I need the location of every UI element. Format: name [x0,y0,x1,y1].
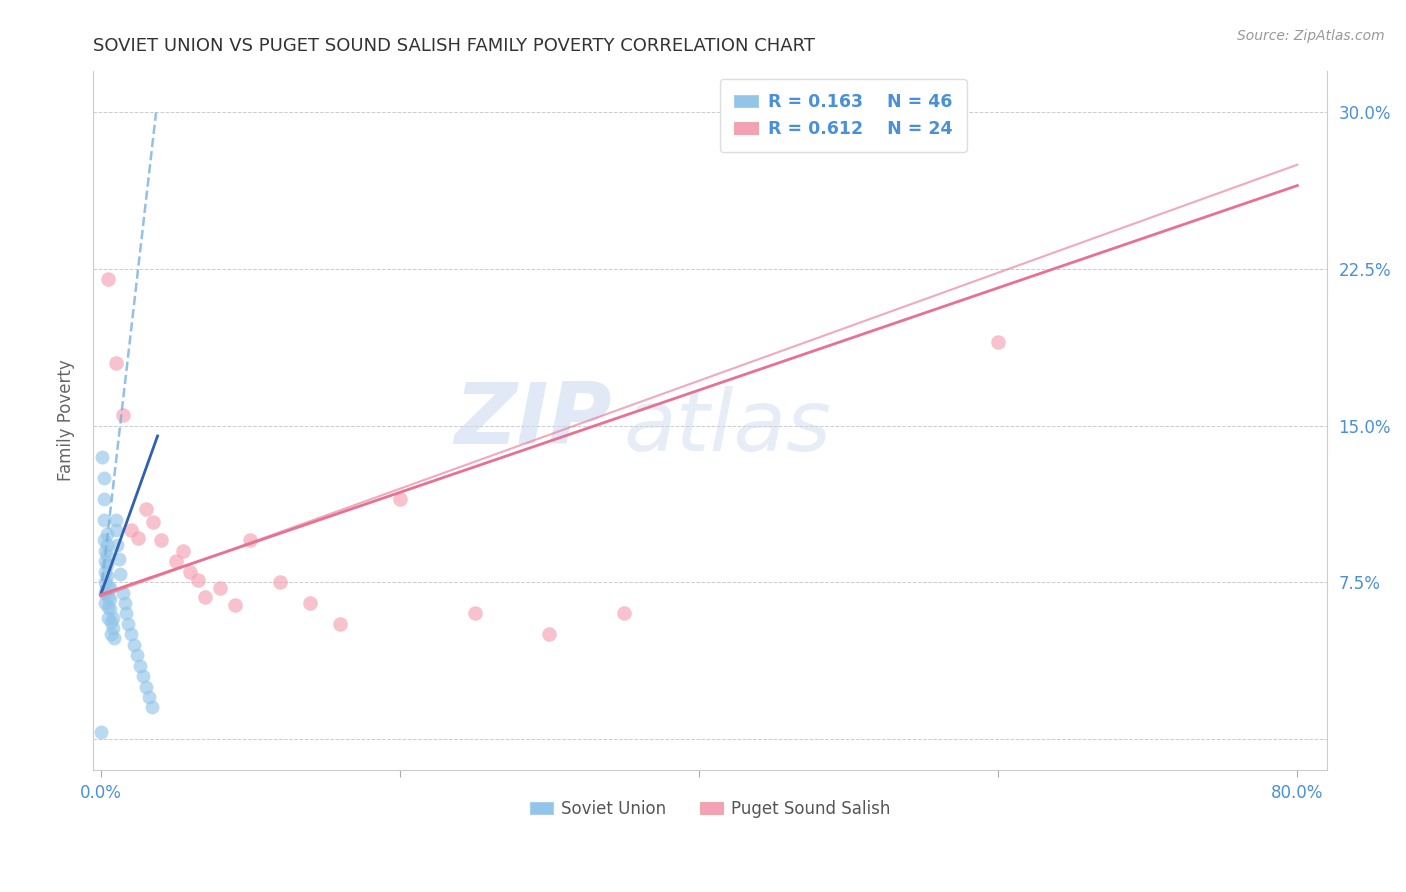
Point [97,600,120,615]
Point [112,585,135,599]
Point [98,582,121,596]
Point [94,596,117,610]
Point [120,523,142,537]
Point [96,527,118,541]
Point [94,554,117,568]
Point [388,491,411,506]
Point [120,627,142,641]
Point [96,548,118,562]
Point [96,558,118,573]
Point [464,607,486,621]
Text: atlas: atlas [624,386,832,469]
Text: SOVIET UNION VS PUGET SOUND SALISH FAMILY POVERTY CORRELATION CHART: SOVIET UNION VS PUGET SOUND SALISH FAMIL… [93,37,815,55]
Point [93,533,115,548]
Point [94,575,117,590]
Text: ZIP: ZIP [454,379,612,462]
Point [93,471,115,485]
Point [149,533,172,548]
Point [93,491,115,506]
Point [239,533,262,548]
Point [94,544,117,558]
Point [127,531,149,545]
Point [94,585,117,599]
Point [128,658,150,673]
Point [179,565,201,579]
Point [104,523,127,537]
Point [90,725,112,739]
Point [299,596,322,610]
Point [103,632,125,646]
Point [135,680,157,694]
Point [112,408,135,422]
Point [104,356,127,370]
Point [94,565,117,579]
Point [101,610,124,624]
Point [613,607,636,621]
Point [97,610,120,624]
Legend: Soviet Union, Puget Sound Salish: Soviet Union, Puget Sound Salish [523,793,897,824]
Point [97,272,120,286]
Point [138,690,160,704]
Y-axis label: Family Poverty: Family Poverty [58,359,75,482]
Text: Source: ZipAtlas.com: Source: ZipAtlas.com [1237,29,1385,43]
Point [172,544,194,558]
Point [117,616,139,631]
Point [108,566,131,581]
Point [987,335,1010,350]
Point [329,616,352,631]
Point [125,648,148,663]
Point [122,638,145,652]
Point [131,669,153,683]
Point [538,627,561,641]
Point [98,591,121,606]
Point [100,627,122,641]
Point [209,582,232,596]
Point [96,538,118,552]
Point [101,621,124,635]
Point [115,607,138,621]
Point [100,615,122,629]
Point [165,554,187,568]
Point [98,602,121,616]
Point [93,512,115,526]
Point [224,598,246,612]
Point [107,552,129,566]
Point [114,596,136,610]
Point [97,579,120,593]
Point [141,700,163,714]
Point [96,569,118,583]
Point [142,515,165,529]
Point [91,450,114,464]
Point [194,590,217,604]
Point [135,502,157,516]
Point [269,575,291,590]
Point [105,538,128,552]
Point [187,573,209,587]
Point [97,590,120,604]
Point [104,512,127,526]
